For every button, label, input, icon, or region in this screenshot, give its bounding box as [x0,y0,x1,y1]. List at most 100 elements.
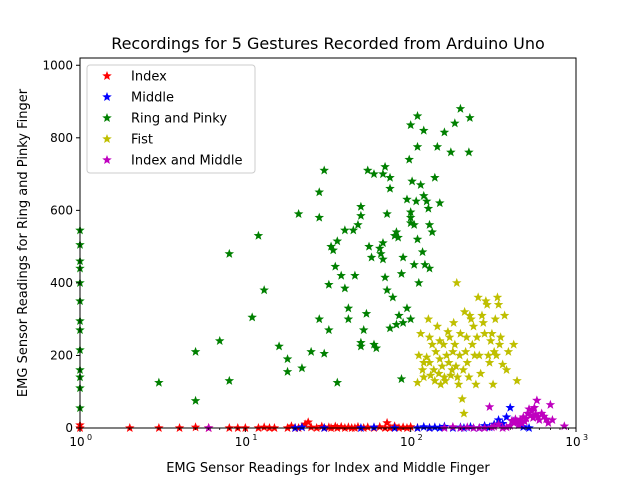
data-point [391,319,402,329]
data-point [513,420,524,430]
data-point [547,415,558,425]
data-point [512,375,522,385]
y-tick-label: 0 [65,421,73,435]
data-point [517,418,527,428]
data-point [438,339,449,349]
data-point [362,422,373,432]
data-point [319,348,329,358]
data-point [529,402,540,412]
data-point [489,346,499,356]
data-point [457,393,467,404]
data-point [448,317,459,327]
data-point [382,208,392,219]
data-point [469,350,480,360]
data-point [417,364,428,375]
data-point [358,325,369,335]
data-point [385,183,395,193]
y-tick-label: 1000 [42,58,73,72]
x-axis-label: EMG Sensor Readings for Index and Middle… [166,461,490,476]
y-axis-label: EMG Sensor Readings for Ring and Pinky F… [16,88,31,397]
data-point [374,243,385,253]
data-point [356,210,366,220]
data-point [415,179,426,190]
data-point [435,198,445,208]
data-point [439,127,450,137]
data-point [434,368,444,378]
data-point [398,317,408,327]
data-point [224,248,235,258]
data-point [419,372,429,382]
data-point [402,194,412,204]
data-point [452,372,463,382]
data-point [494,339,505,349]
data-point [499,310,510,320]
data-point [473,292,483,302]
data-point [474,350,485,360]
data-point [369,422,379,432]
data-point [424,219,435,229]
data-point [424,332,435,342]
data-point [435,335,445,345]
data-point [475,368,486,378]
data-point [369,339,379,349]
data-point [340,283,350,293]
data-point [451,361,461,371]
legend-label: Fist [131,133,153,148]
data-point [446,147,456,157]
legend-box [86,64,256,174]
data-point [356,341,366,351]
legend: Index Middle Ring and Pinky Fist Index and M… [86,64,256,174]
data-point [332,377,343,387]
data-point [543,417,554,427]
data-point [417,247,428,257]
data-point [421,352,432,362]
data-point [541,414,551,424]
data-point [409,219,419,229]
data-point [314,314,325,324]
x-tick-exponent: 0 [87,433,92,442]
data-point [454,350,465,360]
data-point [512,416,522,426]
data-point [380,161,390,171]
data-point [472,332,482,342]
data-point [414,277,424,287]
y-tick-label: 800 [50,131,73,145]
y-tick-label: 200 [50,348,73,362]
data-point [407,176,417,186]
data-point [459,306,470,316]
data-point [430,422,440,432]
data-point [343,303,354,313]
data-point [525,410,536,420]
data-point [501,412,512,422]
data-point [353,219,363,229]
data-point [190,346,201,356]
data-point [424,263,435,273]
data-point [487,328,497,338]
data-point [478,317,489,327]
data-point [477,310,487,320]
data-point [409,259,419,269]
data-point [521,413,531,423]
data-point [314,187,325,197]
data-point [419,421,429,431]
data-point [286,421,297,431]
data-point [412,377,423,387]
data-point [394,310,404,320]
data-point [488,379,498,389]
data-point [330,421,341,431]
data-point [405,212,416,222]
y-tick-label: 600 [50,203,73,217]
data-point [460,346,471,356]
legend-marker [102,134,112,144]
data-point [297,363,307,373]
data-point [532,395,542,405]
data-point [439,372,450,382]
data-point [385,323,395,333]
legend-marker [102,113,112,123]
data-point [453,379,464,389]
data-point [393,232,403,242]
data-point [412,234,423,244]
data-point [493,419,504,429]
data-point [420,259,430,269]
data-point [471,379,481,389]
